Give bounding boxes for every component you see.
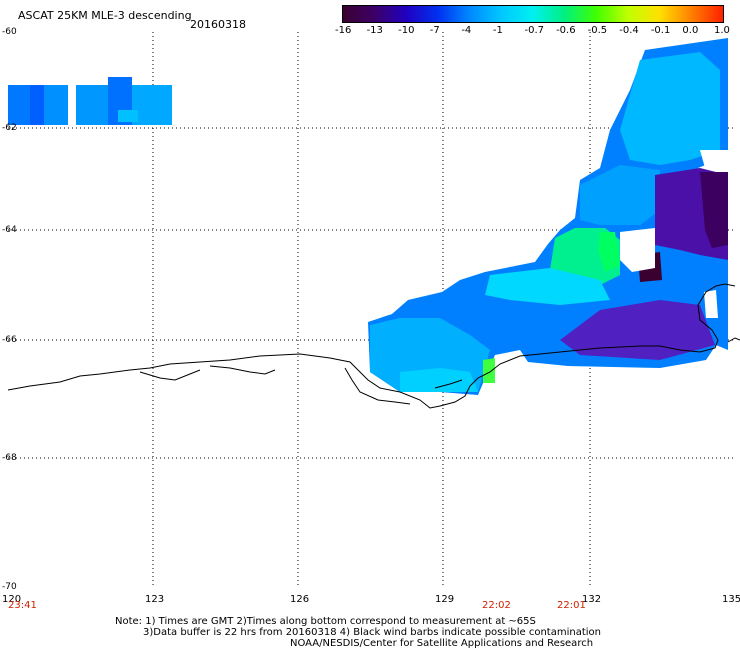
colorbar-label: 1.0 bbox=[714, 25, 730, 36]
latitude-label: -68 bbox=[2, 453, 17, 463]
colorbar-label: -0.6 bbox=[556, 25, 576, 36]
footer-note-1: Note: 1) Times are GMT 2)Times along bot… bbox=[115, 616, 536, 627]
colorbar-label: -0.4 bbox=[619, 25, 639, 36]
latitude-label: -60 bbox=[2, 27, 17, 37]
latitude-label: -66 bbox=[2, 335, 17, 345]
swath-region bbox=[620, 52, 720, 165]
longitude-label: 123 bbox=[145, 594, 165, 605]
swath-region bbox=[485, 268, 610, 305]
colorbar bbox=[342, 5, 724, 23]
coastline bbox=[7, 283, 740, 409]
swath-region bbox=[598, 232, 620, 272]
swath-cell bbox=[118, 110, 138, 122]
latitude-label: -70 bbox=[2, 582, 17, 592]
product-title: ASCAT 25KM MLE-3 descending bbox=[18, 9, 192, 22]
colorbar-fill bbox=[343, 6, 723, 22]
swath-region bbox=[700, 172, 728, 248]
colorbar-label: -4 bbox=[461, 25, 472, 36]
colorbar-label: -0.5 bbox=[587, 25, 608, 36]
swath-region bbox=[560, 300, 715, 360]
colorbar-label: -7 bbox=[429, 25, 440, 36]
wind-swaths bbox=[8, 38, 728, 395]
latitude-label: -62 bbox=[2, 123, 17, 133]
swath-cell bbox=[8, 85, 30, 125]
longitude-label: 126 bbox=[290, 594, 310, 605]
colorbar-label: -16 bbox=[335, 25, 352, 36]
swath-region bbox=[580, 165, 660, 225]
colorbar-label: -13 bbox=[366, 25, 383, 36]
swath-region bbox=[400, 368, 478, 392]
swath-region bbox=[483, 358, 495, 383]
longitude-label: 135 bbox=[722, 594, 740, 605]
colorbar-label: -0.1 bbox=[650, 25, 671, 36]
time-label: 23:41 bbox=[8, 600, 37, 611]
colorbar-labels: -16 -13 -10 -7 -4 -1 -0.7 -0.6 -0.5 -0.4 -0.1 0.0 1.… bbox=[0, 25, 740, 37]
swath-cell bbox=[132, 85, 172, 125]
colorbar-label: 0.0 bbox=[682, 25, 699, 36]
latitude-label: -64 bbox=[2, 225, 17, 235]
swath-cell bbox=[76, 85, 108, 125]
longitude-label: 120 bbox=[2, 594, 22, 605]
footer-note-3: NOAA/NESDIS/Center for Satellite Applica… bbox=[290, 638, 594, 649]
time-label: 22:01 bbox=[557, 600, 586, 611]
colorbar-label: -1 bbox=[492, 25, 503, 36]
data-gap bbox=[700, 150, 728, 168]
data-gap bbox=[704, 290, 718, 318]
time-label: 22:02 bbox=[482, 600, 511, 611]
colorbar-label: -10 bbox=[398, 25, 415, 36]
swath-cell bbox=[44, 85, 68, 125]
footer-note-2: 3)Data buffer is 22 hrs from 20160318 4)… bbox=[143, 627, 601, 638]
data-gap bbox=[620, 228, 655, 272]
product-date: 20160318 bbox=[190, 18, 246, 31]
longitude-label: 129 bbox=[435, 594, 455, 605]
longitude-label: 132 bbox=[582, 594, 602, 605]
swath-cell bbox=[30, 85, 44, 125]
colorbar-label: -0.7 bbox=[524, 25, 545, 36]
